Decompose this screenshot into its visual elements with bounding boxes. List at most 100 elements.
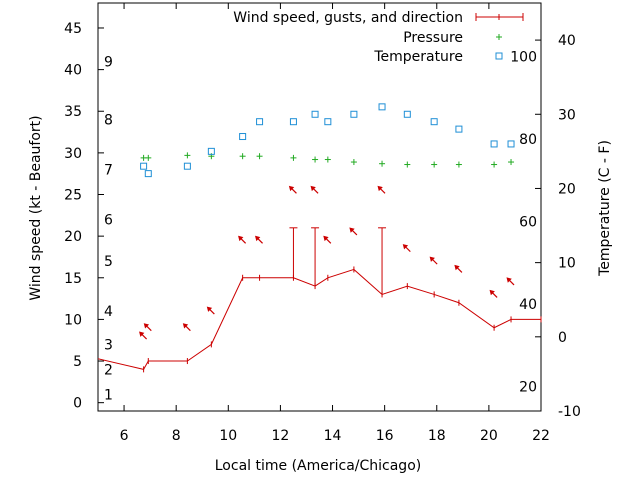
beaufort-label: 9 [104, 54, 113, 70]
legend: Wind speed, gusts, and direction Pressur… [233, 10, 524, 65]
temperature-point [490, 140, 498, 148]
wind-arrow [139, 331, 148, 340]
fahrenheit-label: 20 [519, 379, 537, 395]
right-tick-label: 20 [558, 181, 576, 197]
left-tick-label: 15 [64, 271, 82, 287]
wind-arrow-head [349, 227, 355, 233]
wind-arrow-head [429, 256, 435, 262]
x-axis-label: Local time (America/Chicago) [215, 458, 421, 474]
wind-arrow [429, 256, 438, 265]
wind-arrow-head [238, 235, 244, 242]
left-axis-ticks: 0 5 10 15 20 25 30 35 40 45 [64, 21, 104, 412]
pressure-point [431, 161, 438, 168]
legend-label-temperature: Temperature [373, 49, 463, 65]
beaufort-label: 2 [104, 362, 113, 378]
pressure-point [324, 156, 331, 163]
wind-arrow-head [489, 289, 495, 296]
beaufort-label: 5 [104, 254, 113, 270]
temperature-point [324, 118, 332, 126]
fahrenheit-label: 40 [519, 297, 537, 313]
temperature-point [140, 162, 148, 170]
pressure-point [350, 159, 357, 166]
right-tick-label: 10 [558, 256, 576, 272]
left-tick-label: 10 [64, 312, 82, 328]
pressure-point [508, 159, 515, 166]
temperature-point [289, 118, 297, 126]
wind-arrow [377, 185, 386, 194]
x-tick-label: 6 [120, 428, 129, 444]
legend-samples [475, 13, 524, 60]
plot-frame [97, 2, 542, 412]
legend-sample-pressure [496, 34, 502, 40]
temperature-point [507, 140, 515, 148]
beaufort-label: 3 [104, 337, 113, 353]
right-axis-ticks: -10 0 10 20 30 40 [535, 33, 581, 420]
right-axis-label: Temperature (C - F) [597, 140, 613, 277]
pressure-point [312, 156, 319, 163]
pressure-point [239, 153, 246, 160]
wind-arrow-head [255, 235, 261, 242]
temperature-point [183, 162, 191, 170]
left-tick-label: 20 [64, 229, 82, 245]
wind-arrow [288, 185, 297, 194]
right-tick-label: -10 [558, 404, 581, 420]
wind-arrow-head [182, 323, 189, 329]
legend-label-pressure: Pressure [403, 30, 463, 46]
x-tick-label: 8 [172, 428, 181, 444]
wind-speed-line [98, 268, 541, 370]
temperature-point [207, 147, 215, 155]
wind-arrow [143, 323, 152, 332]
legend-label-wind: Wind speed, gusts, and direction [233, 10, 463, 26]
temperature-point [403, 110, 411, 118]
left-tick-label: 30 [64, 146, 82, 162]
temperature-point [378, 103, 386, 111]
wind-arrow [454, 264, 463, 273]
left-tick-label: 45 [64, 21, 82, 37]
x-tick-label: 22 [532, 428, 550, 444]
left-tick-label: 35 [64, 104, 82, 120]
wind-direction-arrows [139, 185, 515, 340]
left-tick-label: 40 [64, 63, 82, 79]
temperature-point [256, 118, 264, 126]
pressure-point [379, 160, 386, 167]
wind-arrow [238, 235, 247, 244]
pressure-point [491, 161, 498, 168]
left-tick-label: 0 [73, 396, 82, 412]
wind-arrow [310, 185, 319, 194]
inner-scale-labels: 1 2 3 4 5 6 7 8 9 20 40 60 80 100 [104, 50, 537, 404]
fahrenheit-label: 80 [519, 132, 537, 148]
wind-arrow [255, 235, 263, 244]
pressure-point [184, 152, 191, 159]
pressure-point [145, 154, 152, 161]
wind-gust-bars [289, 227, 387, 295]
x-axis-ticks: 6 8 10 12 14 16 18 20 22 [120, 3, 550, 444]
temperature-point [144, 170, 152, 178]
temperature-series [140, 103, 515, 178]
beaufort-label: 6 [104, 212, 113, 228]
beaufort-label: 7 [104, 163, 113, 179]
temperature-point [311, 110, 319, 118]
right-tick-label: 0 [558, 330, 567, 346]
beaufort-label: 8 [104, 113, 113, 129]
legend-sample-temperature [495, 52, 503, 60]
x-tick-label: 20 [480, 428, 498, 444]
beaufort-label: 1 [104, 387, 113, 403]
temperature-point [430, 118, 438, 126]
wind-arrow-head [206, 306, 213, 312]
wind-arrow-head [377, 185, 383, 192]
wind-arrow [323, 235, 332, 244]
x-tick-label: 18 [428, 428, 446, 444]
wind-arrow-head [323, 235, 329, 242]
pressure-point [404, 161, 411, 168]
wind-arrow [349, 227, 358, 236]
temperature-point [455, 125, 463, 133]
wind-arrow [489, 289, 498, 298]
temperature-point [350, 110, 358, 118]
wind-arrow-head [288, 185, 295, 192]
x-tick-label: 10 [219, 428, 237, 444]
left-tick-label: 25 [64, 188, 82, 204]
wind-speed-series [98, 266, 542, 373]
wind-arrow-head [139, 331, 145, 337]
temperature-point [239, 133, 247, 141]
wind-arrow-head [402, 244, 409, 250]
